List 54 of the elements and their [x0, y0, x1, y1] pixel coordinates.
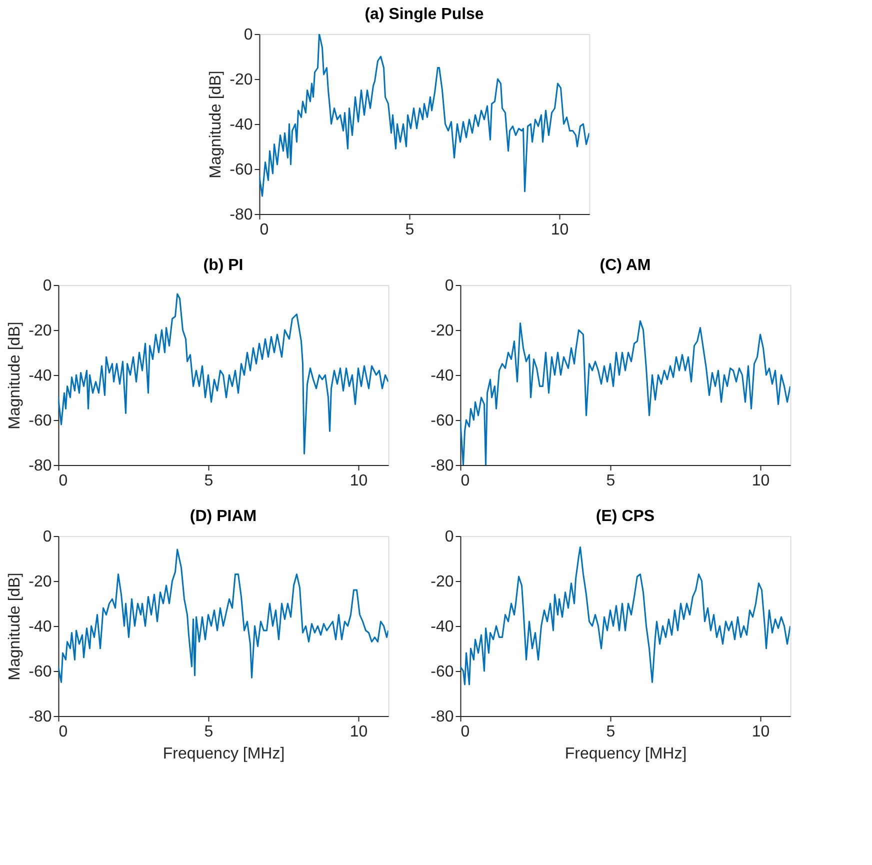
y-tick-label: 0	[444, 528, 454, 546]
x-tick-label: 0	[58, 472, 68, 490]
line-series	[259, 34, 590, 197]
line-series	[58, 548, 388, 683]
y-tick-label: -40	[430, 368, 454, 384]
y-axis-title: Magnitude [dB]	[6, 322, 24, 430]
x-tick-label: 10	[752, 724, 770, 740]
x-tick-label: 5	[204, 472, 214, 490]
x-axis-title: Frequency [MHz]	[162, 746, 285, 762]
chart-title: (b) PI	[203, 257, 244, 274]
chart-title: (D) PIAM	[190, 508, 257, 525]
x-tick-label: 5	[606, 724, 616, 740]
y-axis-title: Magnitude [dB]	[208, 70, 225, 178]
chart-title: (C) AM	[600, 257, 651, 274]
y-tick-label: -40	[430, 618, 454, 636]
y-tick-label: -80	[230, 206, 253, 224]
x-tick-label: 0	[460, 724, 470, 740]
x-tick-label: 10	[350, 724, 368, 740]
y-tick-label: -20	[430, 322, 454, 340]
y-tick-label: 0	[444, 278, 454, 294]
x-tick-label: 0	[460, 472, 470, 490]
x-tick-label: 0	[58, 724, 68, 740]
y-tick-label: -40	[28, 368, 52, 384]
y-tick-label: 0	[42, 278, 52, 294]
x-tick-label: 5	[606, 472, 616, 490]
chart-title: (a) Single Pulse	[364, 6, 484, 23]
x-tick-label: 10	[550, 222, 569, 238]
chart-title: (E) CPS	[596, 508, 655, 525]
y-tick-label: -40	[28, 618, 52, 636]
y-tick-label: -60	[28, 412, 52, 430]
line-series	[58, 293, 388, 454]
y-tick-label: -80	[28, 708, 52, 726]
line-series	[460, 546, 790, 686]
x-tick-label: 10	[350, 472, 368, 490]
y-axis-title: Magnitude [dB]	[6, 572, 24, 680]
x-tick-label: 5	[405, 222, 414, 238]
y-tick-label: -20	[430, 574, 454, 590]
y-tick-label: 0	[244, 26, 253, 44]
y-tick-label: 0	[42, 528, 52, 546]
x-tick-label: 5	[204, 724, 214, 740]
y-tick-label: -80	[28, 458, 52, 474]
x-axis-title: Frequency [MHz]	[564, 746, 687, 762]
y-tick-label: -20	[28, 574, 52, 590]
y-tick-label: -60	[28, 664, 52, 680]
y-tick-label: -20	[28, 322, 52, 340]
y-tick-label: -60	[230, 162, 253, 178]
y-tick-label: -80	[430, 458, 454, 474]
y-tick-label: -20	[230, 72, 253, 88]
x-tick-label: 0	[260, 222, 269, 238]
y-tick-label: -40	[230, 116, 253, 134]
x-tick-label: 10	[752, 472, 770, 490]
y-tick-label: -60	[430, 664, 454, 680]
y-tick-label: -80	[430, 708, 454, 726]
y-tick-label: -60	[430, 412, 454, 430]
